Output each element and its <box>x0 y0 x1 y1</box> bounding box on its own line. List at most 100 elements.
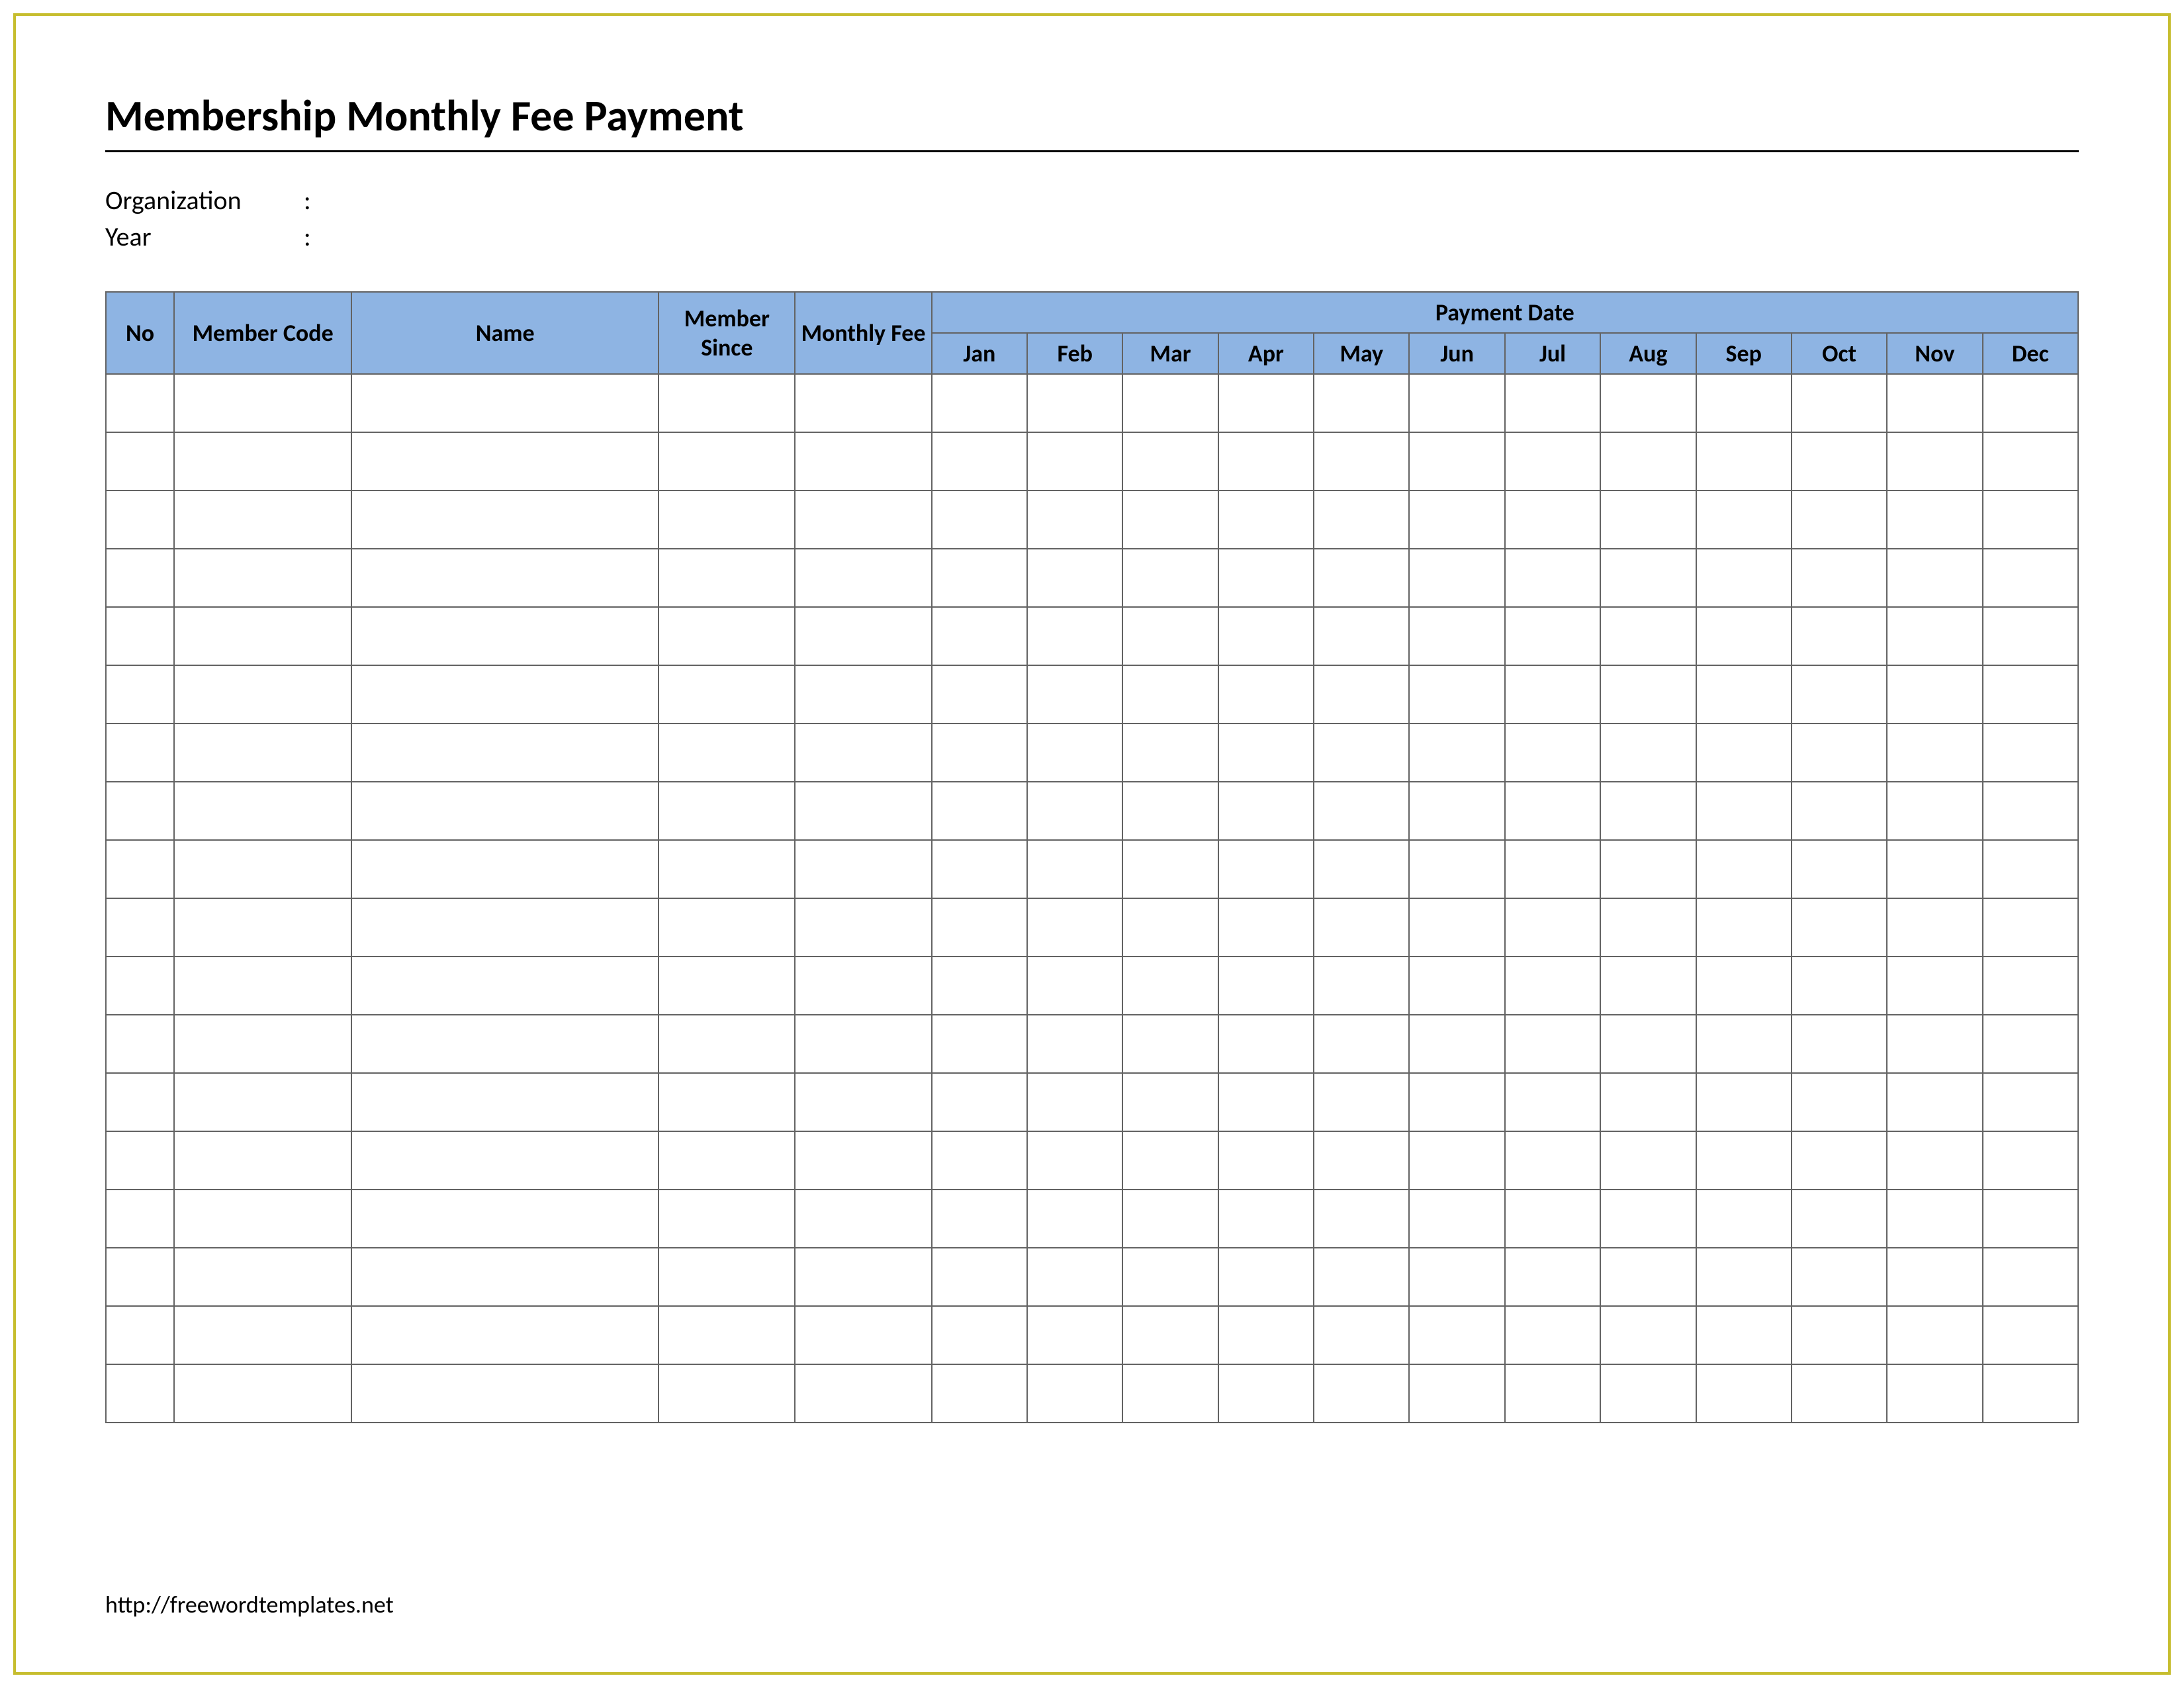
table-cell <box>659 491 795 549</box>
table-row <box>106 782 2078 840</box>
table-cell <box>1409 1306 1504 1364</box>
table-cell <box>1409 957 1504 1015</box>
table-cell <box>1218 1015 1314 1073</box>
colon: : <box>304 220 317 253</box>
table-cell <box>1218 549 1314 607</box>
table-cell <box>351 1015 659 1073</box>
table-cell <box>1027 491 1122 549</box>
table-cell <box>1218 782 1314 840</box>
table-cell <box>1218 1364 1314 1423</box>
table-cell <box>351 549 659 607</box>
table-cell <box>932 549 1027 607</box>
table-cell <box>1218 1248 1314 1306</box>
table-cell <box>1983 1364 2078 1423</box>
table-cell <box>1792 549 1887 607</box>
table-cell <box>795 1306 931 1364</box>
col-header-member-code: Member Code <box>174 292 351 374</box>
table-cell <box>1983 549 2078 607</box>
table-cell <box>659 374 795 432</box>
table-cell <box>106 374 174 432</box>
table-cell <box>1122 1248 1218 1306</box>
table-cell <box>1600 1306 1696 1364</box>
table-cell <box>174 1248 351 1306</box>
table-cell <box>1218 1190 1314 1248</box>
table-cell <box>1983 491 2078 549</box>
table-cell <box>1314 898 1409 957</box>
table-cell <box>174 491 351 549</box>
table-cell <box>351 607 659 665</box>
table-cell <box>1409 1015 1504 1073</box>
table-cell <box>1122 898 1218 957</box>
table-cell <box>174 782 351 840</box>
table-row <box>106 898 2078 957</box>
table-cell <box>1983 898 2078 957</box>
table-header: No Member Code Name Member Since Monthly… <box>106 292 2078 374</box>
table-cell <box>1218 374 1314 432</box>
table-cell <box>106 1306 174 1364</box>
table-cell <box>1314 1306 1409 1364</box>
table-cell <box>1314 957 1409 1015</box>
table-cell <box>1409 432 1504 491</box>
table-cell <box>1505 1190 1600 1248</box>
table-cell <box>1314 665 1409 724</box>
table-cell <box>174 374 351 432</box>
table-cell <box>1218 840 1314 898</box>
table-cell <box>932 1131 1027 1190</box>
table-row <box>106 1190 2078 1248</box>
table-cell <box>1792 1015 1887 1073</box>
table-cell <box>932 840 1027 898</box>
table-cell <box>1122 840 1218 898</box>
table-cell <box>351 1306 659 1364</box>
col-header-name: Name <box>351 292 659 374</box>
table-cell <box>1696 432 1792 491</box>
table-cell <box>106 607 174 665</box>
table-cell <box>1600 607 1696 665</box>
table-cell <box>1218 1131 1314 1190</box>
table-cell <box>1983 665 2078 724</box>
table-cell <box>1505 1015 1600 1073</box>
table-cell <box>1792 1190 1887 1248</box>
table-cell <box>1505 1364 1600 1423</box>
table-cell <box>795 724 931 782</box>
table-cell <box>1505 432 1600 491</box>
table-cell <box>1505 1073 1600 1131</box>
table-cell <box>659 607 795 665</box>
table-cell <box>351 491 659 549</box>
table-cell <box>1409 1131 1504 1190</box>
table-cell <box>106 1190 174 1248</box>
table-cell <box>1027 1015 1122 1073</box>
col-header-jul: Jul <box>1505 333 1600 374</box>
table-cell <box>1027 1073 1122 1131</box>
table-cell <box>1122 782 1218 840</box>
table-cell <box>1792 1248 1887 1306</box>
table-row <box>106 432 2078 491</box>
table-cell <box>1027 1190 1122 1248</box>
table-cell <box>174 957 351 1015</box>
table-cell <box>1792 898 1887 957</box>
table-cell <box>1983 782 2078 840</box>
col-header-dec: Dec <box>1983 333 2078 374</box>
table-cell <box>1314 840 1409 898</box>
table-cell <box>1696 491 1792 549</box>
table-cell <box>351 957 659 1015</box>
table-cell <box>1792 1364 1887 1423</box>
table-cell <box>932 724 1027 782</box>
table-row <box>106 840 2078 898</box>
table-cell <box>1696 1073 1792 1131</box>
table-cell <box>1505 665 1600 724</box>
table-cell <box>1122 549 1218 607</box>
table-cell <box>659 782 795 840</box>
table-cell <box>659 1015 795 1073</box>
table-cell <box>1983 607 2078 665</box>
table-cell <box>1600 1073 1696 1131</box>
table-cell <box>351 432 659 491</box>
table-body <box>106 374 2078 1423</box>
table-cell <box>659 1190 795 1248</box>
table-cell <box>1792 1131 1887 1190</box>
table-cell <box>795 665 931 724</box>
table-cell <box>174 1306 351 1364</box>
table-cell <box>1409 1364 1504 1423</box>
table-cell <box>795 1015 931 1073</box>
table-cell <box>932 1248 1027 1306</box>
table-cell <box>106 491 174 549</box>
